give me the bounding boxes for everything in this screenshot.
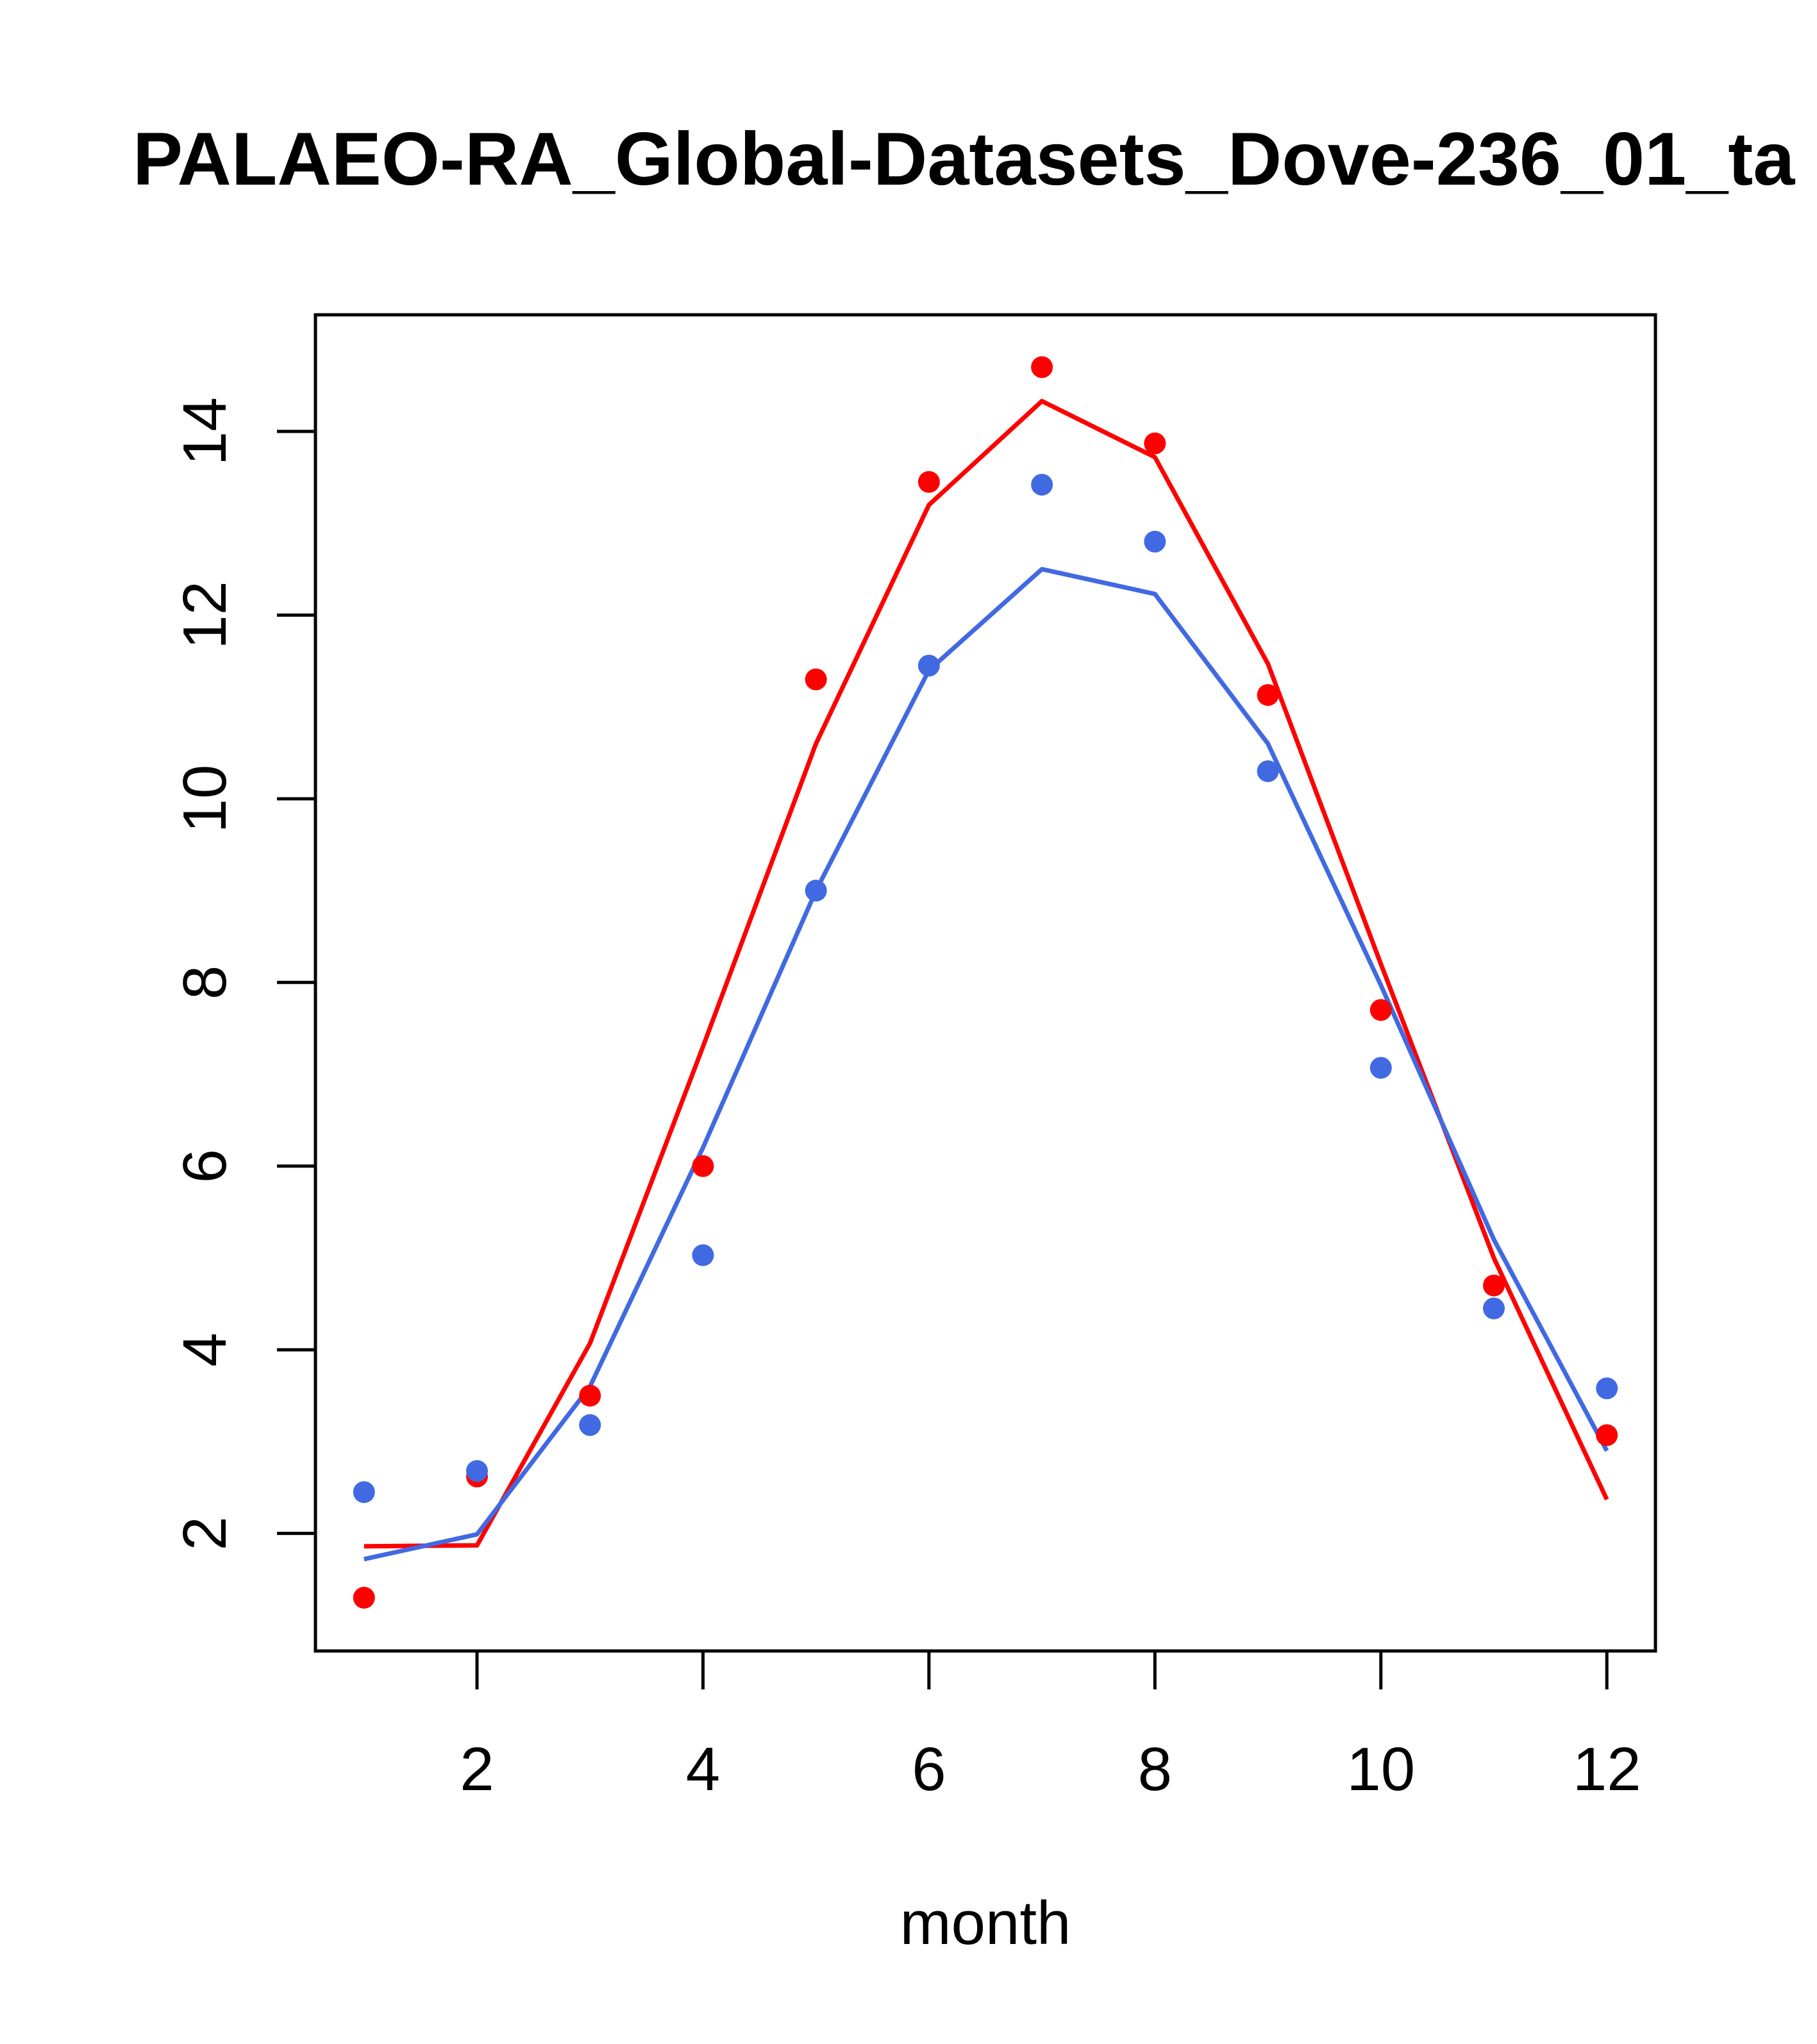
series-1-point (1596, 1424, 1618, 1446)
series-1-point (692, 1155, 714, 1177)
series-2-point (1596, 1377, 1618, 1400)
series-1-point (1483, 1274, 1505, 1296)
x-tick-label: 2 (460, 1735, 494, 1804)
series-2-point (692, 1244, 714, 1266)
x-axis: 2 4 6 8 10 12 (460, 1649, 1641, 1804)
y-tick-label: 8 (171, 966, 239, 1000)
series-2-point (465, 1460, 488, 1482)
series-1-point (805, 668, 827, 691)
series-2-point (1369, 1057, 1392, 1079)
series-1-point (917, 471, 940, 493)
y-tick-label: 2 (171, 1516, 239, 1550)
series-2-point (917, 655, 940, 677)
series-1-point (1144, 432, 1166, 455)
series-2-point (1144, 530, 1166, 553)
series-1-point (1369, 999, 1392, 1021)
series-2-line (364, 567, 1609, 1562)
y-tick-label: 12 (171, 581, 239, 649)
x-tick-label: 4 (686, 1735, 720, 1804)
chart-title: PALAEO-RA_Global-Datasets_Dove-236_01_ta (133, 117, 1795, 201)
series-2-point (579, 1414, 601, 1436)
x-tick-label: 6 (912, 1735, 946, 1804)
series-1-line (364, 399, 1609, 1549)
series-2-point (353, 1481, 375, 1504)
x-tick-label: 12 (1573, 1735, 1641, 1804)
series-2-point (1257, 760, 1279, 782)
y-tick-label: 4 (171, 1333, 239, 1367)
series-2-point (805, 880, 827, 902)
x-tick-label: 10 (1346, 1735, 1415, 1804)
y-tick-label: 14 (171, 398, 239, 466)
x-axis-title: month (900, 1889, 1071, 1957)
series-1-point (353, 1586, 375, 1609)
series-layer (353, 356, 1618, 1609)
y-axis: 2 4 6 8 10 12 14 (171, 398, 317, 1550)
series-1-point (1031, 356, 1053, 378)
y-tick-label: 10 (171, 764, 239, 833)
series-2-point (1031, 473, 1053, 496)
series-2-point (1483, 1297, 1505, 1319)
series-1-point (1257, 683, 1279, 706)
series-1-point (579, 1384, 601, 1407)
y-tick-label: 6 (171, 1149, 239, 1183)
x-tick-label: 8 (1138, 1735, 1172, 1804)
plot-frame (314, 313, 1657, 1653)
